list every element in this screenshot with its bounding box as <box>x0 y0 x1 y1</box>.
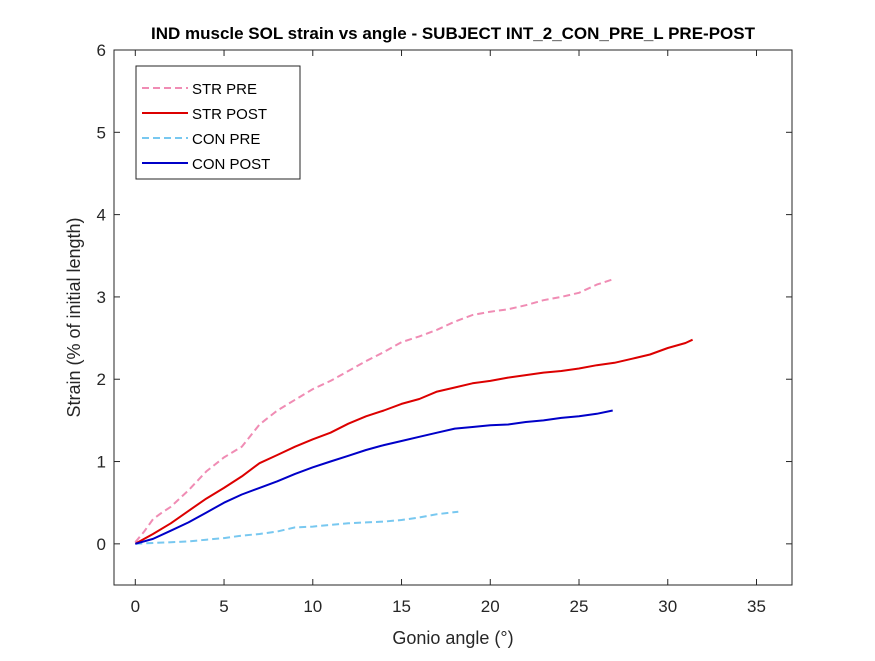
x-tick-label: 15 <box>392 597 411 616</box>
legend-label: CON PRE <box>192 131 260 148</box>
x-tick-label: 35 <box>747 597 766 616</box>
series-line-0 <box>134 277 615 543</box>
series-layer <box>134 277 694 545</box>
x-axis-title: Gonio angle (°) <box>392 628 513 648</box>
y-tick-label: 3 <box>97 288 106 307</box>
legend-label: STR POST <box>192 106 267 123</box>
tick-layer: 0 5 10 15 20 25 30 35 0 1 2 3 4 5 6 <box>97 41 792 616</box>
y-axis-title: Strain (% of initial length) <box>64 217 84 417</box>
y-tick-label: 6 <box>97 41 106 60</box>
chart-title: IND muscle SOL strain vs angle - SUBJECT… <box>151 24 756 43</box>
y-tick-label: 2 <box>97 370 106 389</box>
y-tick-label: 4 <box>97 206 106 225</box>
series-line-3 <box>135 409 613 545</box>
x-tick-label: 30 <box>658 597 677 616</box>
series-line-2 <box>135 510 459 545</box>
legend-label: STR PRE <box>192 81 257 98</box>
y-tick-label: 0 <box>97 535 106 554</box>
legend-items: STR PRE STR POST CON PRE CON POST <box>142 81 270 173</box>
x-tick-label: 20 <box>481 597 500 616</box>
legend-box <box>135 65 301 180</box>
x-tick-label: 25 <box>570 597 589 616</box>
y-tick-label: 5 <box>97 123 106 142</box>
x-tick-label: 0 <box>131 597 140 616</box>
legend: STR PRE STR POST CON PRE CON POST <box>135 65 301 180</box>
legend-label: CON POST <box>192 156 270 173</box>
y-tick-label: 1 <box>97 453 106 472</box>
x-tick-label: 10 <box>303 597 322 616</box>
series-line-1 <box>134 338 694 545</box>
x-tick-label: 5 <box>219 597 228 616</box>
